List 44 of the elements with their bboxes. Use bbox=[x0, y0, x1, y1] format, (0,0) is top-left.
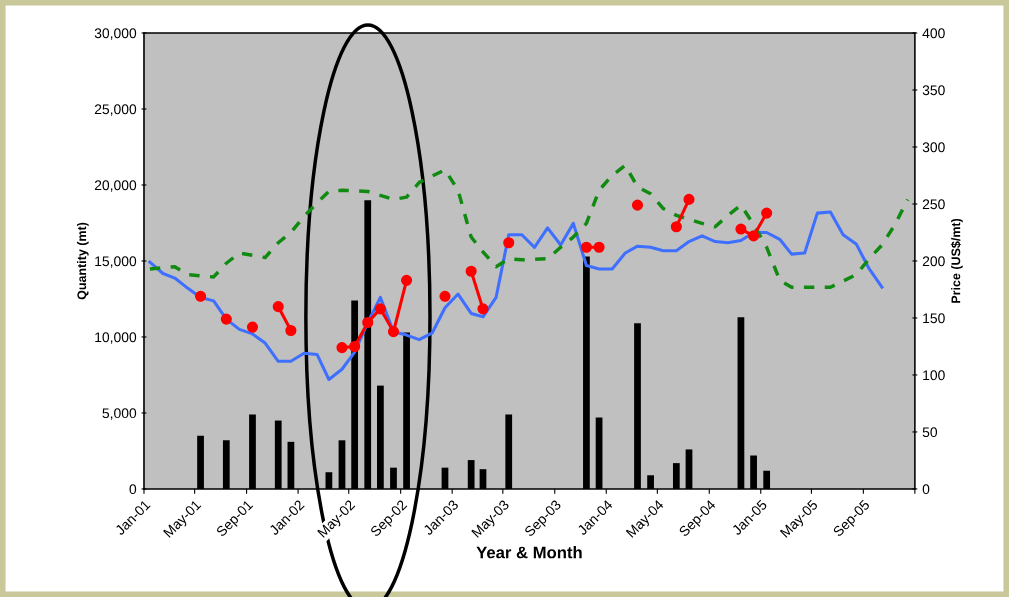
point bbox=[465, 265, 477, 277]
y2-tick-label: 300 bbox=[922, 142, 945, 153]
x-axis-title: Year & Month bbox=[476, 546, 582, 559]
y2-tick-label: 400 bbox=[922, 28, 945, 39]
y2-tick-label: 150 bbox=[923, 313, 945, 324]
point bbox=[670, 221, 682, 233]
point bbox=[374, 303, 386, 315]
point bbox=[220, 313, 232, 325]
point bbox=[439, 290, 451, 302]
y2-tick-label: 250 bbox=[922, 199, 945, 210]
point bbox=[748, 230, 760, 242]
point bbox=[272, 301, 284, 313]
point bbox=[593, 241, 605, 253]
y-tick-label: 25,000 bbox=[94, 104, 137, 116]
y2-tick-label: 350 bbox=[922, 85, 945, 96]
line-series bbox=[148, 210, 884, 382]
y2-tick-label: 0 bbox=[922, 484, 930, 495]
point bbox=[735, 223, 747, 235]
y-tick-label: 15,000 bbox=[95, 256, 137, 268]
point bbox=[580, 241, 592, 253]
y-tick-label: 5,000 bbox=[102, 408, 137, 420]
point bbox=[362, 316, 374, 329]
point bbox=[285, 324, 297, 337]
point bbox=[477, 303, 489, 315]
y-tick-label: 10,000 bbox=[95, 332, 137, 344]
point bbox=[246, 321, 259, 333]
point bbox=[631, 199, 644, 211]
point bbox=[761, 207, 773, 219]
y-axis-title: Quantity (mt) bbox=[77, 222, 89, 300]
y-tick-label: 20,000 bbox=[94, 180, 137, 192]
point bbox=[503, 237, 515, 249]
line-series bbox=[148, 163, 910, 289]
y-tick-label: 0 bbox=[129, 484, 137, 495]
y2-tick-label: 100 bbox=[923, 370, 945, 381]
y2-axis-title: Price (US$/mt) bbox=[950, 218, 963, 303]
point bbox=[336, 342, 348, 354]
y-tick-label: 30,000 bbox=[94, 28, 137, 40]
point bbox=[349, 340, 361, 353]
y2-tick-label: 200 bbox=[922, 256, 945, 267]
point bbox=[683, 193, 695, 205]
point bbox=[401, 274, 413, 286]
y2-tick-label: 50 bbox=[922, 427, 938, 438]
point bbox=[194, 290, 207, 302]
point bbox=[387, 326, 400, 338]
